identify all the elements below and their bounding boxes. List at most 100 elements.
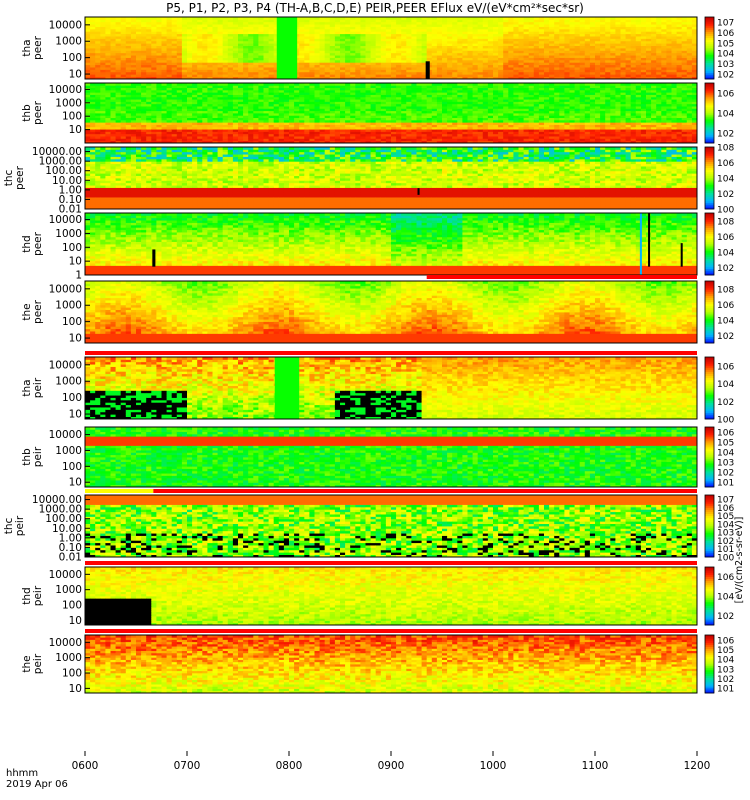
spectrogram-cell (105, 65, 111, 68)
spectrogram-cell (503, 29, 509, 32)
spectrogram-cell (141, 46, 147, 49)
spectrogram-cell (371, 55, 377, 58)
spectrogram-cell (218, 24, 224, 27)
spectrogram-cell (162, 46, 168, 49)
spectrogram-cell (483, 50, 489, 53)
spectrogram-cell (462, 38, 468, 41)
spectrogram-cell (223, 46, 229, 49)
spectrogram-cell (508, 69, 514, 72)
spectrogram-cell (570, 62, 576, 65)
spectrogram-cell (585, 31, 591, 34)
spectrogram-cell (299, 46, 305, 49)
spectrogram-cell (391, 38, 397, 41)
spectrogram-cell (90, 50, 96, 53)
spectrogram-cell (427, 27, 433, 30)
spectrogram-cell (478, 34, 484, 37)
spectrogram-cell (258, 62, 264, 65)
spectrogram-cell (417, 72, 423, 75)
spectrogram-cell (498, 41, 504, 44)
spectrogram-cell (156, 58, 162, 61)
spectrogram-cell (615, 31, 621, 34)
spectrogram-cell (687, 53, 693, 56)
spectrogram-cell (559, 53, 565, 56)
spectrogram-cell (243, 46, 249, 49)
spectrogram-cell (406, 38, 412, 41)
spectrogram-cell (672, 48, 678, 51)
spectrogram-cell (151, 38, 157, 41)
spectrogram-cell (253, 46, 258, 49)
spectrogram-cell (478, 41, 484, 44)
spectrogram-cell (371, 27, 377, 30)
spectrogram-cell (610, 24, 616, 27)
spectrogram-cell (513, 46, 519, 49)
spectrogram-cell (600, 27, 606, 30)
spectrogram-cell (544, 48, 550, 51)
spectrogram-cell (554, 69, 560, 72)
spectrogram-cell (539, 74, 545, 77)
spectrogram-cell (422, 24, 428, 27)
spectrogram-cell (90, 72, 96, 75)
spectrogram-cell (391, 36, 397, 39)
spectrogram-cell (646, 34, 652, 37)
spectrogram-cell (202, 67, 208, 70)
spectrogram-cell (575, 55, 581, 58)
spectrogram-cell (207, 36, 213, 39)
spectrogram-cell (396, 27, 402, 30)
spectrogram-cell (401, 41, 407, 44)
spectrogram-cell (570, 67, 576, 70)
spectrogram-cell (626, 48, 632, 51)
spectrogram-cell (447, 69, 453, 72)
spectrogram-cell (677, 29, 683, 32)
spectrogram-cell (600, 65, 606, 68)
spectrogram-cell (151, 58, 157, 61)
spectrogram-cell (554, 19, 560, 22)
spectrogram-cell (304, 38, 310, 41)
spectrogram-cell (233, 67, 239, 70)
spectrogram-cell (575, 74, 581, 77)
spectrogram-cell (483, 29, 489, 32)
spectrogram-cell (493, 22, 499, 25)
spectrogram-cell (646, 65, 652, 68)
spectrogram-cell (105, 60, 111, 63)
spectrogram-cell (513, 53, 519, 56)
spectrogram-cell (116, 60, 122, 63)
spectrogram-cell (559, 31, 565, 34)
spectrogram-cell (187, 69, 193, 72)
spectrogram-cell (376, 72, 382, 75)
spectrogram-cell (559, 50, 565, 53)
spectrogram-cell (299, 50, 305, 53)
spectrogram-cell (473, 19, 479, 22)
spectrogram-cell (442, 31, 448, 34)
spectrogram-cell (85, 48, 91, 51)
spectrogram-cell (580, 60, 586, 63)
spectrogram-cell (136, 97, 142, 100)
spectrogram-cell (315, 50, 321, 53)
spectrogram-cell (355, 41, 361, 44)
spectrogram-cell (508, 72, 514, 75)
spectrogram-cell (335, 41, 341, 44)
spectrogram-cell (360, 65, 366, 68)
spectrogram-cell (411, 22, 417, 25)
spectrogram-cell (299, 24, 305, 27)
spectrogram-cell (585, 65, 591, 68)
spectrogram-cell (468, 34, 474, 37)
spectrogram-cell (177, 24, 183, 27)
spectrogram-cell (488, 31, 494, 34)
spectrogram-cell (447, 41, 453, 44)
spectrogram-cell (126, 118, 132, 121)
spectrogram-cell (228, 72, 234, 75)
spectrogram-cell (411, 34, 417, 37)
spectrogram-cell (508, 36, 514, 39)
spectrogram-cell (615, 29, 621, 32)
spectrogram-cell (452, 48, 458, 51)
spectrogram-cell (544, 31, 550, 34)
spectrogram-cell (131, 125, 137, 128)
spectrogram-cell (366, 65, 372, 68)
spectrogram-cell (559, 24, 565, 27)
spectrogram-cell (559, 60, 565, 63)
spectrogram-cell (564, 65, 570, 68)
spectrogram-cell (462, 48, 468, 51)
spectrogram-cell (151, 29, 157, 32)
spectrogram-cell (105, 24, 111, 27)
spectrogram-cell (335, 19, 341, 22)
